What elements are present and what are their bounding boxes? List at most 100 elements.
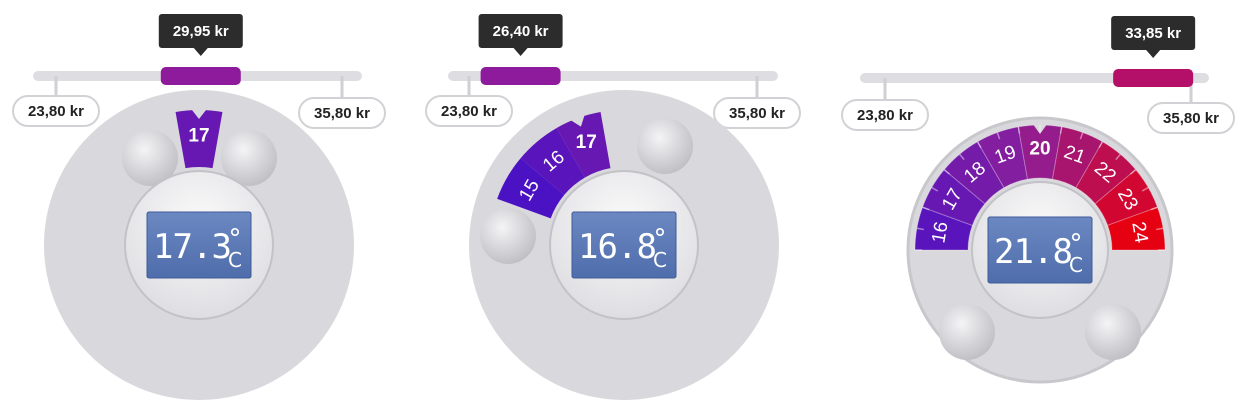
min-price-label: 23,80 kr xyxy=(28,103,84,120)
min-price-label: 23,80 kr xyxy=(857,107,913,124)
setpoint-segment-16[interactable] xyxy=(914,206,973,251)
setpoint-label: 16 xyxy=(928,220,952,244)
price-tooltip: 29,95 kr xyxy=(158,14,243,56)
tooltip-arrow xyxy=(193,48,208,56)
degree-symbol: ° xyxy=(229,224,242,254)
pill-box xyxy=(298,97,386,129)
pill-box xyxy=(12,95,100,127)
pill-box xyxy=(713,97,801,129)
current-temperature-reading: 16.8 xyxy=(578,227,656,267)
selected-setpoint-label: 20 xyxy=(1029,139,1050,160)
selected-setpoint-label: 17 xyxy=(576,132,597,153)
thermostat-dial[interactable]: 17 17.3°C xyxy=(44,90,354,400)
scale-tick xyxy=(1059,126,1063,134)
dial-knob-button[interactable] xyxy=(939,304,995,360)
setpoint-segment-18[interactable] xyxy=(943,141,1005,205)
selected-setpoint-label: 17 xyxy=(188,126,209,147)
current-price-label: 29,95 kr xyxy=(173,23,229,40)
scale-tick xyxy=(959,153,965,161)
max-price-label: 35,80 kr xyxy=(1163,110,1219,127)
max-price-label-pill: 35,80 kr xyxy=(713,97,801,129)
price-tooltip: 26,40 kr xyxy=(478,14,563,56)
current-temperature-reading: 17.3 xyxy=(153,227,231,267)
dial-knob-button[interactable] xyxy=(122,130,178,186)
setpoint-segment-24[interactable] xyxy=(1107,206,1166,251)
scale-tick xyxy=(931,186,939,192)
setpoint-segment-17[interactable] xyxy=(921,168,986,227)
setpoint-label: 24 xyxy=(1127,220,1151,245)
temperature-display: 17.3°C xyxy=(146,211,252,279)
current-price-label: 33,85 kr xyxy=(1125,25,1181,42)
temperature-display: 16.8°C xyxy=(571,211,677,279)
selection-notch xyxy=(191,109,207,119)
scale-tick xyxy=(1115,153,1121,161)
price-slider[interactable]: 26,40 kr 23,80 kr 35,80 kr xyxy=(425,14,801,129)
pill-box xyxy=(1147,102,1235,134)
current-price-label: 26,40 kr xyxy=(493,23,549,40)
max-price-label-pill: 35,80 kr xyxy=(1147,102,1235,134)
price-tooltip: 33,85 kr xyxy=(1111,16,1196,58)
tooltip-box xyxy=(478,14,563,48)
scale-tick xyxy=(1079,132,1084,140)
setpoint-segment-19[interactable] xyxy=(976,126,1029,189)
lcd-screen xyxy=(146,211,252,279)
scale-tick xyxy=(1129,169,1137,175)
price-slider[interactable]: 29,95 kr 23,80 kr 35,80 kr xyxy=(12,14,386,129)
scale-tick xyxy=(996,132,1001,140)
temperature-display: 21.8°C xyxy=(987,216,1093,284)
temperature-unit: C xyxy=(653,248,667,272)
slider-thumb[interactable] xyxy=(480,67,561,85)
dial-rim xyxy=(906,116,1174,384)
thermostat-widget-1: 29,95 kr 23,80 kr 35,80 kr 17 17.3°C xyxy=(12,14,386,400)
scale-tick xyxy=(976,141,982,149)
selection-notch xyxy=(570,114,585,127)
setpoint-segment-17[interactable] xyxy=(175,110,223,169)
dial-knob-button[interactable] xyxy=(480,208,536,264)
tooltip-box xyxy=(158,14,243,48)
scale-tick xyxy=(1150,206,1158,211)
dial-knob-button[interactable] xyxy=(1085,304,1141,360)
slider-thumb[interactable] xyxy=(160,67,241,85)
degree-symbol: ° xyxy=(654,224,667,254)
price-slider[interactable]: 33,85 kr 23,80 kr 35,80 kr xyxy=(841,16,1235,134)
setpoint-segments[interactable]: 17 xyxy=(175,109,223,169)
scale-tick xyxy=(916,227,924,231)
max-price-label-pill: 35,80 kr xyxy=(298,97,386,129)
pill-box xyxy=(841,99,929,131)
min-price-label-pill: 23,80 kr xyxy=(12,95,100,127)
tooltip-arrow xyxy=(1146,50,1161,58)
dial-knob-button[interactable] xyxy=(221,130,277,186)
current-temperature-reading: 21.8 xyxy=(994,232,1072,272)
degree-symbol: ° xyxy=(1070,229,1083,259)
scale-tick xyxy=(922,206,930,211)
temperature-unit: C xyxy=(1069,253,1083,277)
scale-tick xyxy=(1156,227,1164,231)
tooltip-arrow xyxy=(513,48,528,56)
tooltip-box xyxy=(1111,16,1196,50)
lcd-screen xyxy=(987,216,1093,284)
temperature-unit: C xyxy=(228,248,242,272)
scale-tick xyxy=(1098,141,1104,149)
min-price-label-pill: 23,80 kr xyxy=(841,99,929,131)
min-price-label: 23,80 kr xyxy=(441,103,497,120)
slider-thumb[interactable] xyxy=(1113,69,1194,87)
max-price-label: 35,80 kr xyxy=(729,105,785,122)
scale-tick xyxy=(943,169,951,175)
setpoint-segment-15[interactable] xyxy=(497,158,565,219)
lcd-screen xyxy=(571,211,677,279)
min-price-label-pill: 23,80 kr xyxy=(425,95,513,127)
pill-box xyxy=(425,95,513,127)
setpoint-segment-17[interactable] xyxy=(556,112,611,178)
scale-tick xyxy=(1017,126,1021,134)
setpoint-segment-16[interactable] xyxy=(520,128,585,195)
scale-tick xyxy=(1141,186,1149,192)
dial-knob-button[interactable] xyxy=(637,118,693,174)
max-price-label: 35,80 kr xyxy=(314,105,370,122)
